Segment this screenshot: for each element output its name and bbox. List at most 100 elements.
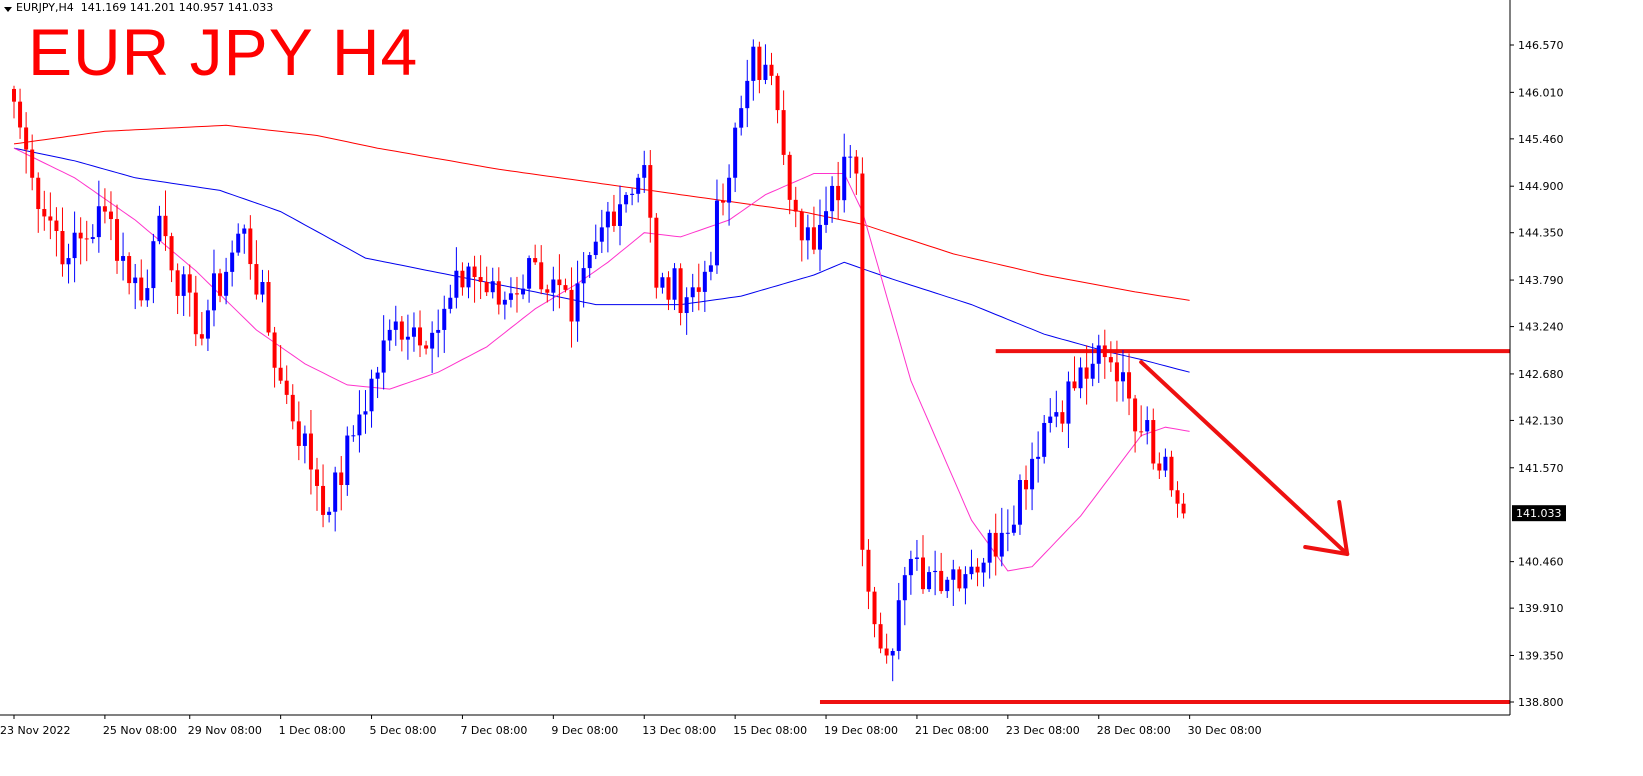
candle (545, 284, 550, 303)
candle-body (454, 270, 459, 298)
moving-averages (13, 124, 1190, 572)
candle-body (848, 156, 853, 158)
candle (387, 319, 392, 351)
candle (260, 269, 265, 303)
candle (24, 112, 29, 174)
candle (1024, 465, 1029, 510)
candle (1120, 349, 1125, 402)
candle-body (702, 271, 707, 292)
time-tick-label: 1 Dec 08:00 (279, 724, 346, 737)
price-tick-label: 141.570 (1518, 462, 1564, 475)
candle (987, 529, 992, 579)
candle-body (890, 650, 895, 656)
candle (714, 179, 719, 274)
candle-body (230, 252, 235, 272)
chart-header: EURJPY,H4 141.169 141.201 140.957 141.03… (16, 1, 273, 14)
candle-body (102, 206, 107, 212)
candle (187, 264, 192, 317)
candle (145, 269, 150, 307)
candle-body (1108, 357, 1113, 363)
candle-body (648, 165, 653, 218)
candle-body (242, 228, 247, 234)
candle-body (836, 185, 841, 201)
candle (357, 390, 362, 453)
candle (999, 507, 1004, 567)
candle (690, 273, 695, 312)
candle-body (157, 215, 162, 242)
candle (90, 224, 95, 244)
candle (484, 266, 489, 296)
price-tick-label: 146.010 (1518, 86, 1564, 99)
candle-body (187, 274, 192, 293)
candle-body (799, 211, 804, 241)
candle (654, 213, 659, 299)
candle (848, 144, 853, 179)
candle-body (333, 472, 338, 512)
candle (490, 267, 495, 299)
candle-body (363, 411, 368, 415)
candle (193, 275, 198, 347)
candle (30, 134, 35, 191)
candle (660, 272, 665, 294)
candle-body (587, 255, 592, 269)
candle-body (1169, 456, 1174, 491)
candle-body (369, 378, 374, 412)
candle (199, 311, 204, 346)
candle (630, 188, 635, 206)
candle-body (1024, 480, 1029, 490)
candle-body (708, 265, 713, 272)
candle (102, 188, 107, 224)
candle-body (872, 591, 877, 625)
candle-body (224, 271, 229, 296)
candle (763, 44, 768, 85)
candle-body (951, 569, 956, 580)
candle (1030, 442, 1035, 511)
candle (205, 299, 210, 352)
candle-body (921, 557, 925, 590)
candle (1042, 415, 1047, 464)
candle (1060, 400, 1065, 433)
candle (611, 194, 616, 232)
candle-body (218, 273, 223, 296)
candle-body (339, 472, 344, 486)
candle (872, 586, 877, 638)
candle-body (684, 297, 689, 314)
candlesticks (12, 39, 1186, 682)
candle-body (30, 149, 35, 178)
candle-body (896, 600, 901, 651)
candle-body (842, 156, 847, 201)
candle (684, 287, 689, 335)
candle (745, 59, 750, 128)
candle-body (824, 211, 829, 225)
candle (42, 190, 47, 231)
candle-body (478, 277, 483, 282)
candle (769, 52, 774, 86)
candle (678, 263, 683, 326)
candle-body (36, 177, 41, 210)
symbol-menu-icon[interactable] (4, 7, 12, 12)
candle-body (66, 258, 71, 265)
candle (945, 576, 950, 598)
candle-body (539, 262, 544, 290)
candle-body (151, 241, 156, 289)
current-price-label: 141.033 (1516, 507, 1562, 520)
candle (36, 172, 41, 233)
candle (127, 252, 132, 295)
candle (854, 150, 859, 195)
candle (1108, 341, 1113, 372)
candle-body (618, 204, 622, 226)
candle (751, 39, 756, 101)
price-tick-label: 146.570 (1518, 39, 1564, 52)
candle-body (739, 108, 744, 128)
candle-body (90, 237, 95, 239)
down-trend-arrow (1139, 360, 1350, 557)
candle-body (484, 281, 489, 293)
candle (108, 191, 113, 241)
candle (1048, 398, 1053, 433)
candle-body (315, 469, 319, 486)
candle-body (811, 227, 816, 250)
candle-body (630, 193, 635, 195)
candle-body (272, 332, 277, 368)
candle-body (387, 329, 392, 341)
candle (908, 550, 913, 595)
